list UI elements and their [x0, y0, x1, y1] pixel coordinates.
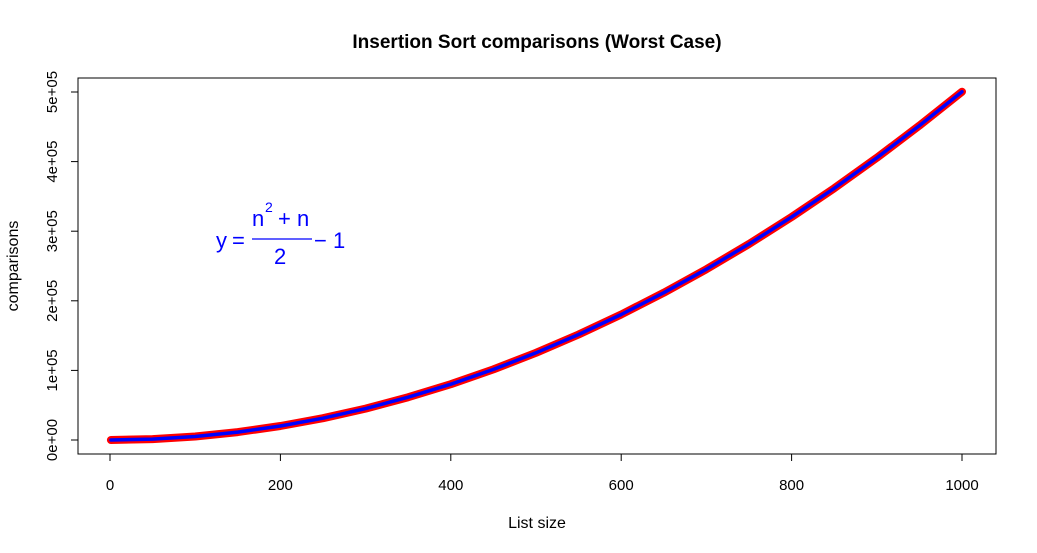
x-axis-label: List size: [508, 515, 566, 532]
y-axis: 0e+00 1e+05 2e+05 3e+05 4e+05 5e+05: [44, 71, 79, 461]
series-line-inner: [109, 89, 964, 442]
x-tick-label: 1000: [945, 477, 978, 494]
x-tick-label: 0: [106, 477, 114, 494]
y-axis-label: comparisons: [5, 221, 22, 312]
x-tick-label: 600: [609, 477, 634, 494]
formula-numerator-exp: 2: [265, 199, 273, 215]
formula-numerator-rest: + n: [278, 206, 309, 231]
plot-frame: [77, 77, 997, 455]
x-tick-label: 200: [268, 477, 293, 494]
y-tick-label: 2e+05: [44, 280, 61, 322]
formula-equals: =: [232, 228, 245, 253]
chart-title: Insertion Sort comparisons (Worst Case): [352, 32, 721, 53]
y-tick-label: 5e+05: [44, 71, 61, 113]
x-tick-label: 800: [779, 477, 804, 494]
y-tick-label: 1e+05: [44, 349, 61, 391]
formula-numerator-base: n: [252, 206, 264, 231]
series-layer: [106, 87, 966, 444]
y-tick-label: 3e+05: [44, 210, 61, 252]
formula-tail: − 1: [314, 228, 345, 253]
formula-lhs: y: [216, 228, 227, 253]
x-tick-label: 400: [438, 477, 463, 494]
y-tick-label: 4e+05: [44, 141, 61, 183]
y-tick-label: 0e+00: [44, 419, 61, 461]
x-axis: 0 200 400 600 800 1000: [106, 453, 979, 494]
series-line-outer: [106, 87, 966, 444]
formula-denominator: 2: [274, 244, 286, 269]
formula-annotation: y = n 2 + n 2 − 1: [216, 199, 345, 269]
